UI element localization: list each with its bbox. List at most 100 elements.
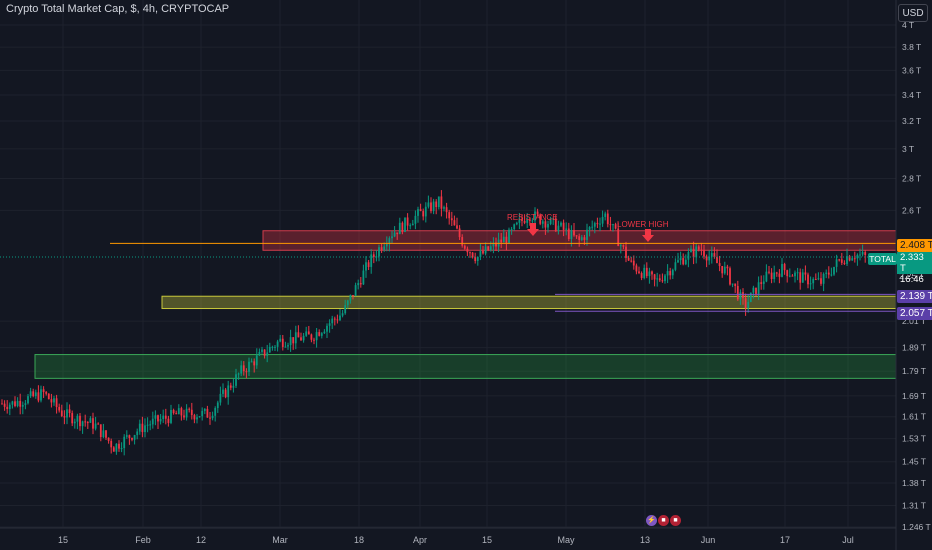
candle-body — [788, 275, 791, 277]
candle-body — [255, 355, 258, 366]
candle-body — [541, 221, 544, 224]
candle-body — [183, 415, 185, 418]
candle-body — [287, 345, 289, 347]
candle-body — [123, 436, 126, 449]
candle-body — [752, 287, 755, 293]
candle-body — [253, 361, 256, 366]
candle-body — [344, 305, 347, 314]
event-icons[interactable]: ⚡ ■ ■ — [646, 515, 681, 526]
candle-body — [326, 325, 328, 332]
hidden-price-label: 2.25 T — [899, 271, 925, 281]
candle-body — [539, 214, 542, 224]
candle-body — [53, 398, 55, 403]
zone-support-green — [34, 354, 897, 379]
candle-body — [8, 404, 11, 410]
candle-body — [315, 332, 318, 341]
us-flag-icon[interactable]: ■ — [670, 515, 681, 526]
candle-body — [331, 318, 334, 324]
candle-body — [201, 410, 204, 417]
candle-body — [742, 292, 744, 299]
candle-body — [404, 217, 406, 232]
candle-body — [157, 415, 159, 422]
candle-body — [705, 256, 708, 261]
candle-body — [661, 280, 664, 282]
candle-body — [664, 275, 666, 282]
candle-body — [92, 418, 94, 429]
candle-body — [151, 418, 154, 425]
candle-body — [638, 271, 640, 274]
candle-body — [128, 435, 131, 438]
candle-body — [206, 408, 209, 418]
candle-body — [479, 250, 482, 257]
candle-body — [710, 253, 713, 257]
candle-body — [125, 435, 128, 437]
candle-body — [775, 272, 778, 274]
candle-body — [86, 422, 89, 424]
candle-body — [739, 292, 742, 300]
lightning-icon[interactable]: ⚡ — [646, 515, 657, 526]
candle-body — [513, 224, 516, 230]
candle-body — [445, 207, 448, 213]
candle-body — [131, 437, 133, 440]
candle-body — [466, 248, 469, 253]
candle-body — [1, 403, 3, 405]
candle-body — [422, 211, 425, 217]
candle-body — [76, 415, 79, 422]
candle-body — [307, 331, 310, 335]
candle-body — [521, 219, 523, 221]
candle-body — [167, 418, 170, 423]
candle-body — [583, 237, 586, 240]
candle-body — [146, 424, 149, 426]
candle-body — [42, 389, 45, 393]
candle-body — [162, 415, 165, 420]
candle-body — [71, 413, 74, 424]
zones — [34, 230, 897, 379]
us-flag-icon[interactable]: ■ — [658, 515, 669, 526]
candle-body — [175, 413, 178, 415]
candle-body — [378, 247, 380, 257]
candle-body — [55, 398, 58, 408]
candle-body — [112, 447, 115, 452]
candle-body — [721, 266, 724, 274]
candle-body — [456, 225, 458, 229]
candle-body — [248, 361, 250, 372]
candle-body — [544, 221, 547, 228]
candle-body — [279, 338, 282, 342]
candle-body — [50, 399, 53, 403]
resistance-price-label: 2.408 T — [897, 239, 932, 252]
candle-body — [419, 209, 422, 212]
candle-body — [318, 332, 321, 336]
candle-body — [440, 196, 443, 209]
candle-body — [755, 287, 757, 295]
y-tick-label: 3.4 T — [902, 90, 921, 100]
candle-body — [640, 273, 643, 278]
candle-body — [66, 409, 68, 418]
candle-body — [292, 337, 295, 344]
candle-body — [305, 331, 308, 336]
candle-body — [102, 430, 105, 438]
candle-body — [266, 352, 269, 356]
candle-body — [268, 346, 271, 353]
candle-body — [453, 220, 456, 226]
candle-body — [232, 385, 235, 388]
candle-body — [375, 256, 378, 258]
y-axis: 4 T 3.8 T 3.6 T 3.4 T 3.2 T 3 T 2.8 T 2.6 T 2.01… — [895, 0, 931, 550]
candle-body — [606, 213, 609, 225]
currency-button[interactable]: USD — [898, 4, 928, 22]
candle-body — [346, 300, 349, 306]
candle-body — [648, 271, 651, 277]
x-tick-label: 15 — [58, 535, 68, 545]
candle-body — [284, 346, 287, 348]
lower-high-arrow-icon — [642, 229, 654, 242]
candle-body — [567, 228, 570, 240]
candle-body — [450, 218, 453, 221]
candle-body — [593, 223, 596, 227]
candle-body — [34, 392, 37, 397]
candle-body — [536, 211, 539, 215]
candle-body — [708, 256, 711, 261]
candle-body — [614, 224, 617, 229]
candle-body — [172, 409, 175, 414]
candle-body — [856, 254, 859, 259]
candle-body — [822, 273, 825, 284]
